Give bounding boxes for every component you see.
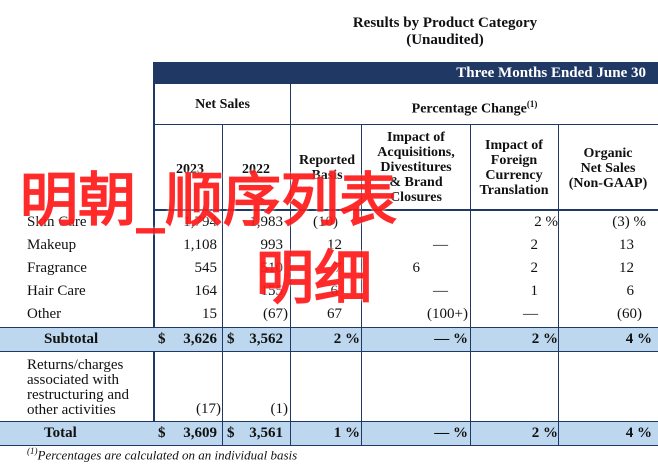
cell-2022: 155 [260,283,284,299]
overlay-text-line2: 明细 [256,244,373,312]
vline-c [361,124,362,210]
cell-reported: 2 % [333,331,360,347]
vline-e [558,124,559,210]
cell-2022: 3,562 [249,331,283,347]
cell-2023: 3,609 [183,425,217,441]
col-reported-basis: Reported Basis [299,153,355,183]
row-label: Skin Care [27,214,87,230]
row-label: Hair Care [27,283,86,299]
overlay-text-line1: 明朝_顺序列表 [20,166,398,234]
dollar-sign: $ [227,331,235,347]
cell-organic: (3) % [612,214,646,230]
table-row: Fragrance 545 510 7 6 2 12 [0,257,658,280]
total-bottom-rule [0,445,658,446]
header-left-border [153,84,155,434]
cell-impact-fx: 2 [530,237,539,253]
cell-2022: 3,561 [249,425,283,441]
cell-impact-fx: 2 % [534,214,558,230]
cell-2023: (17) [196,401,221,417]
body-vline-a [222,211,223,445]
cell-2022: (1) [270,401,289,417]
cell-2022: 993 [260,237,284,253]
cell-2023: 1,108 [183,237,217,253]
dollar-sign: $ [158,425,166,441]
cell-impact-fx: 1 [530,283,539,299]
col-2022: 2022 [242,162,270,177]
row-label: Other [27,306,62,322]
net-sales-header: Net Sales [195,97,250,112]
cell-2022: 510 [260,260,284,276]
cell-reported: 6 [330,283,339,299]
returns-values: (17) (1) [0,398,658,421]
cell-reported: 1 % [333,425,360,441]
cell-organic: 4 % [625,425,652,441]
vline-b [290,124,291,210]
table-row: Skin Care 1,794 1,983 (10) 2 % (3) % [0,211,658,234]
cell-impact-fx: 2 % [531,425,558,441]
returns-label: Returns/charges associated with restruct… [27,357,130,418]
cell-reported: 12 [327,237,342,253]
total-label: Total [44,425,77,441]
cell-2023: 3,626 [183,331,217,347]
subtotal-row: Subtotal $ 3,626 $ 3,562 2 % — % 2 % 4 % [0,328,658,351]
body-vline-c [361,211,362,445]
body-vline-e [558,211,559,445]
cell-impact-fx: — [523,306,538,322]
dollar-sign: $ [227,425,235,441]
cell-organic: 12 [619,260,634,276]
cell-2023: 545 [194,260,218,276]
table-row: Makeup 1,108 993 12 — 2 13 [0,234,658,257]
cell-2022: 1,983 [249,214,283,230]
cell-impact-fx: 2 [530,260,539,276]
total-row: Total $ 3,609 $ 3,561 1 % — % 2 % 4 % [0,422,658,445]
table-row: Hair Care 164 155 6 — 1 6 [0,280,658,303]
header-hline-1 [153,124,658,125]
cell-impact-acq: — % [434,425,468,441]
pct-change-header: Percentage Change(1) [411,99,538,117]
col-organic: Organic Net Sales (Non-GAAP) [568,146,648,191]
vline-a [222,124,223,210]
header-mid-divider [290,84,291,128]
cell-2023: 1,794 [183,214,217,230]
cell-2022: (67) [263,306,288,322]
cell-reported: 67 [327,306,342,322]
cell-impact-fx: 2 % [531,331,558,347]
cell-impact-acq: — [433,237,448,253]
subtotal-bottom-rule [0,351,658,352]
cell-organic: 6 [626,283,635,299]
header-hline-2 [153,209,658,211]
subtotal-top-rule [0,327,658,328]
row-label: Fragrance [27,260,87,276]
row-label: Makeup [27,237,77,253]
cell-impact-acq: (100+) [427,306,468,322]
col-impact-fx: Impact of Foreign Currency Translation [479,138,549,198]
cell-organic: (60) [617,306,642,322]
cell-reported: (10) [313,214,338,230]
col-impact-acquisitions: Impact of Acquisitions, Divestitures & B… [377,130,455,205]
footnote: (1)Percentages are calculated on an indi… [27,446,298,463]
body-vline-b [290,211,291,445]
cell-reported: 7 [334,260,343,276]
vline-d [470,124,471,210]
cell-impact-acq: 6 [412,260,421,276]
cell-impact-acq: — [433,283,448,299]
cell-2023: 15 [202,306,217,322]
cell-impact-acq: — % [434,331,468,347]
cell-2023: 164 [194,283,218,299]
col-2023: 2023 [176,162,204,177]
subtotal-label: Subtotal [44,331,99,347]
cell-organic: 13 [619,237,634,253]
report-subtitle: (Unaudited) [406,32,484,48]
cell-organic: 4 % [625,331,652,347]
period-header: Three Months Ended June 30 [153,62,658,84]
total-top-rule [0,421,658,422]
dollar-sign: $ [158,331,166,347]
report-title: Results by Product Category [352,15,538,31]
body-vline-d [470,211,471,445]
table-row: Other 15 (67) 67 (100+) — (60) [0,303,658,326]
